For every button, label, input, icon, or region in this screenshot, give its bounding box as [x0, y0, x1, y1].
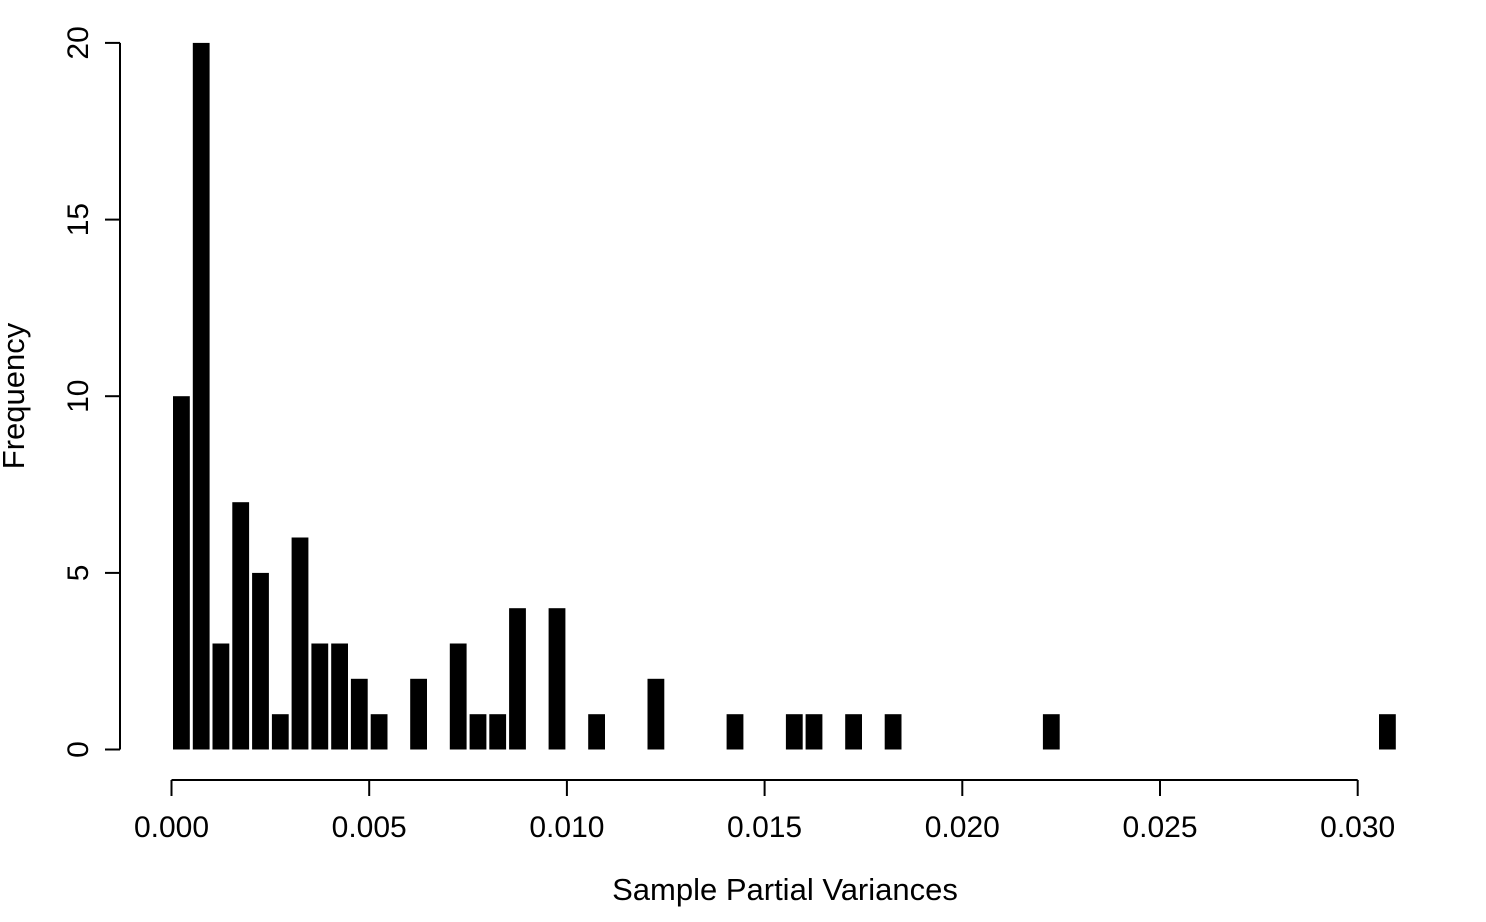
x-tick-label: 0.010	[529, 811, 604, 844]
histogram-bar	[489, 714, 507, 750]
histogram-bar	[370, 714, 388, 750]
x-axis-title: Sample Partial Variances	[612, 872, 958, 907]
histogram-bar	[785, 714, 803, 750]
y-tick-label: 0	[62, 741, 95, 758]
histogram-bar	[548, 608, 566, 750]
histogram-bar	[232, 502, 250, 750]
histogram-bar	[1042, 714, 1060, 750]
histogram-bar	[291, 537, 309, 750]
x-tick-label: 0.015	[727, 811, 802, 844]
histogram-bar	[469, 714, 487, 750]
x-tick-label: 0.030	[1320, 811, 1395, 844]
histogram-bar	[884, 714, 902, 750]
y-tick-label: 20	[62, 26, 95, 59]
histogram-bar	[805, 714, 823, 750]
histogram-bar	[192, 42, 210, 750]
histogram-bar	[845, 714, 862, 750]
x-tick-label: 0.025	[1122, 811, 1197, 844]
histogram-bar	[173, 396, 190, 750]
histogram-bar	[1379, 714, 1396, 750]
histogram-bar	[449, 643, 467, 750]
histogram-bar	[509, 608, 526, 750]
histogram-bar	[647, 678, 665, 750]
y-tick-label: 15	[62, 203, 95, 236]
y-tick-label: 5	[62, 565, 95, 582]
histogram-bar	[350, 678, 368, 750]
histogram-bar	[726, 714, 744, 750]
x-tick-label: 0.020	[925, 811, 1000, 844]
histogram-bar	[252, 572, 269, 750]
histogram-bar	[410, 678, 427, 750]
axes-group: 0 5 10 15 20 0.000 0.005 0.010 0.015 0.020 0.025 0.…	[62, 26, 1395, 844]
x-tick-label: 0.005	[332, 811, 407, 844]
histogram-bar	[311, 643, 329, 750]
histogram-bar	[271, 714, 289, 750]
histogram-bar	[331, 643, 348, 750]
histogram-bar	[588, 714, 605, 750]
y-tick-label: 10	[62, 380, 95, 413]
x-tick-label: 0.000	[134, 811, 209, 844]
y-axis-title: Frequency	[0, 322, 31, 469]
bars-group	[173, 42, 1396, 750]
histogram-bar	[212, 643, 230, 750]
